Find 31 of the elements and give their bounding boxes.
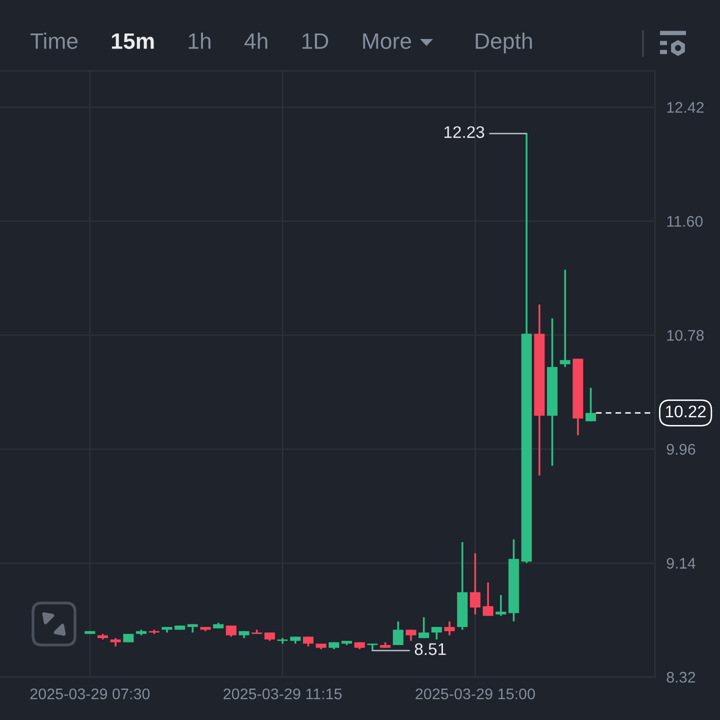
text: More — [363, 33, 412, 49]
text: 1D — [302, 33, 328, 49]
text: Time — [30, 32, 78, 49]
x-tick-label: 2025-03-29 07:30 — [30, 688, 150, 700]
candlestick — [444, 620, 455, 636]
candlestick — [560, 268, 570, 368]
y-tick-label: 9.96 — [666, 444, 696, 455]
x-tick-label: 2025-03-29 15:00 — [416, 688, 535, 700]
candlestick — [392, 620, 404, 646]
candlestick — [226, 624, 236, 638]
candlestick — [586, 386, 596, 422]
text: 15m — [112, 33, 154, 49]
candlestick — [302, 636, 314, 648]
candlestick — [482, 582, 494, 617]
y-tick-label: 9.14 — [666, 558, 696, 569]
y-tick-label: 10.78 — [667, 330, 704, 341]
candlestick — [431, 626, 442, 640]
candlestick — [406, 628, 416, 642]
candlestick — [418, 616, 430, 639]
y-tick-label: 11.60 — [667, 216, 703, 227]
candlestick — [470, 552, 480, 616]
ref-line-label: 10.22 — [666, 406, 706, 418]
y-tick-label: 8.32 — [666, 672, 696, 683]
text: 1h — [188, 32, 210, 49]
annotation: 8.51 — [414, 643, 446, 656]
y-tick-label: 12.42 — [667, 102, 704, 113]
candlestick — [496, 594, 506, 617]
x-tick-label: 2025-03-29 11:15 — [224, 688, 342, 700]
text: Depth — [476, 32, 532, 54]
text: 4h — [244, 32, 268, 49]
annotation: 12.23 — [444, 126, 484, 138]
